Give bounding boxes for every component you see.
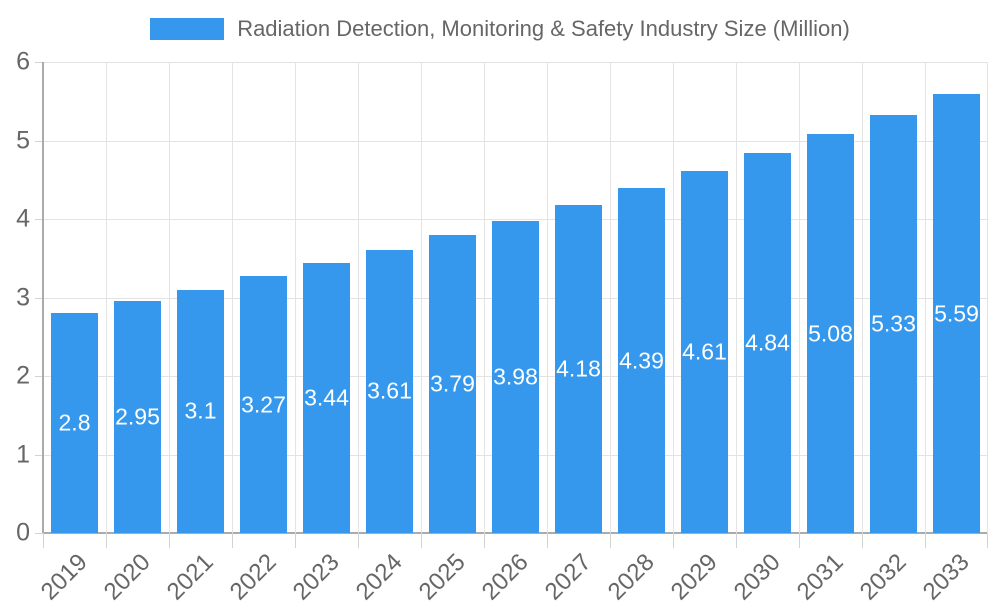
x-tick-mark [987, 533, 988, 548]
x-gridline [232, 62, 233, 533]
y-gridline [43, 219, 988, 220]
x-tick-mark [547, 533, 548, 548]
bar-2033[interactable] [933, 94, 980, 533]
x-axis-tick-label-2031: 2031 [791, 548, 849, 605]
y-gridline [43, 62, 988, 63]
x-gridline [169, 62, 170, 533]
legend-label: Radiation Detection, Monitoring & Safety… [237, 16, 850, 41]
x-axis-line [43, 532, 988, 534]
y-axis-tick-label: 2 [16, 361, 30, 390]
x-axis-tick-label-2023: 2023 [287, 548, 345, 605]
bar-2031[interactable] [807, 134, 854, 533]
x-axis-tick-label-2024: 2024 [350, 548, 408, 605]
x-axis-tick-label-2022: 2022 [224, 548, 282, 605]
bar-2023[interactable] [303, 262, 350, 533]
x-tick-mark [925, 533, 926, 548]
x-tick-mark [295, 533, 296, 548]
y-tick-mark [35, 454, 43, 456]
y-tick-mark [35, 533, 43, 534]
x-tick-mark [799, 533, 800, 548]
x-tick-mark [169, 533, 170, 548]
x-axis-tick-label-2026: 2026 [476, 548, 534, 605]
x-tick-mark [232, 533, 233, 548]
bar-2021[interactable] [177, 289, 224, 533]
bar-2020[interactable] [114, 301, 161, 533]
x-axis-tick-label-2019: 2019 [35, 548, 93, 605]
x-tick-mark [673, 533, 674, 548]
x-tick-mark [43, 533, 44, 548]
x-axis-tick-label-2033: 2033 [917, 548, 975, 605]
x-axis-tick-label-2028: 2028 [602, 548, 660, 605]
legend-swatch[interactable] [150, 18, 225, 41]
x-gridline [421, 62, 422, 533]
legend[interactable]: Radiation Detection, Monitoring & Safety… [0, 16, 1000, 42]
y-axis-tick-label: 3 [16, 283, 30, 311]
x-gridline [799, 62, 800, 533]
x-axis-tick-label-2032: 2032 [854, 548, 912, 605]
x-gridline [358, 62, 359, 533]
x-axis-tick-label-2021: 2021 [161, 548, 219, 605]
y-axis-tick-label: 6 [16, 47, 30, 76]
x-tick-mark [106, 533, 107, 548]
y-tick-mark [35, 219, 43, 220]
y-tick-mark [35, 297, 43, 299]
bar-2029[interactable] [681, 171, 728, 533]
bar-2024[interactable] [366, 249, 413, 533]
bar-2019[interactable] [51, 313, 98, 533]
y-tick-mark [35, 140, 43, 142]
x-gridline [736, 62, 737, 533]
x-axis-tick-label-2020: 2020 [98, 548, 156, 605]
bar-2022[interactable] [240, 276, 287, 533]
x-gridline [484, 62, 485, 533]
x-tick-mark [358, 533, 359, 548]
x-gridline [862, 62, 863, 533]
x-axis-tick-label-2025: 2025 [413, 548, 471, 605]
y-tick-mark [35, 62, 43, 63]
bar-2025[interactable] [429, 235, 476, 533]
bar-2027[interactable] [555, 204, 602, 533]
y-axis-tick-label: 5 [16, 126, 30, 154]
x-gridline [295, 62, 296, 533]
bar-2026[interactable] [492, 220, 539, 533]
y-axis-tick-label: 1 [16, 440, 30, 468]
x-gridline [925, 62, 926, 533]
x-gridline [673, 62, 674, 533]
x-axis-tick-label-2030: 2030 [728, 548, 786, 605]
y-axis-tick-label: 0 [16, 518, 30, 547]
x-tick-mark [610, 533, 611, 548]
y-axis-tick-label: 4 [16, 204, 30, 233]
bar-2028[interactable] [618, 188, 665, 533]
x-gridline [987, 62, 988, 533]
x-axis-tick-label-2027: 2027 [539, 548, 597, 605]
x-axis-tick-label-2029: 2029 [665, 548, 723, 605]
x-gridline [610, 62, 611, 533]
plot-area: 0 1 2 3 4 5 6 2.8 2019 2.95 2020 3.1 2021 3.27 2022 3.4… [16, 49, 988, 605]
bar-2030[interactable] [744, 153, 791, 533]
y-axis-line [42, 62, 44, 533]
x-tick-mark [484, 533, 485, 548]
bar-2032[interactable] [870, 114, 917, 533]
y-gridline [43, 140, 988, 142]
y-tick-mark [35, 376, 43, 377]
x-gridline [547, 62, 548, 533]
x-tick-mark [736, 533, 737, 548]
x-tick-mark [862, 533, 863, 548]
x-gridline [106, 62, 107, 533]
x-tick-mark [421, 533, 422, 548]
